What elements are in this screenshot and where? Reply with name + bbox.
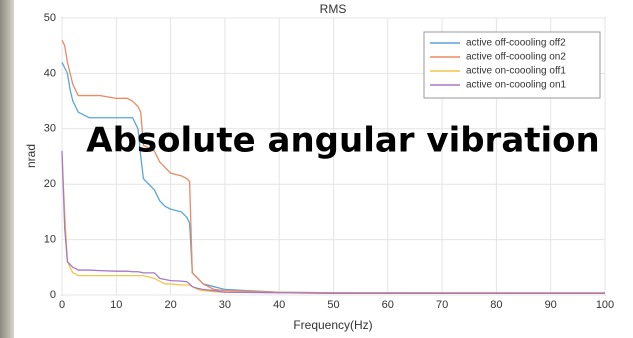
- x-tick-label: 0: [59, 299, 65, 311]
- legend-label: active off-coooling on2: [466, 52, 566, 63]
- annotation: Absolute angular vibration: [86, 121, 600, 161]
- x-tick-label: 100: [596, 299, 614, 311]
- x-tick-label: 50: [327, 299, 339, 311]
- x-tick-label: 40: [273, 299, 285, 311]
- x-tick-label: 60: [382, 299, 394, 311]
- legend: active off-coooling off2 active off-coool…: [423, 31, 601, 99]
- x-tick-label: 30: [219, 299, 231, 311]
- x-tick-label: 90: [545, 299, 557, 311]
- x-axis-label: Frequency(Hz): [293, 318, 372, 332]
- x-tick-label: 80: [490, 299, 502, 311]
- y-tick-label: 40: [44, 67, 56, 79]
- y-axis-label: nrad: [24, 144, 38, 168]
- legend-label: active on-coooling on1: [466, 80, 567, 91]
- y-tick-label: 0: [50, 289, 56, 301]
- photo-strip: [0, 0, 14, 338]
- x-tick-label: 20: [164, 299, 176, 311]
- series-line: [61, 150, 605, 294]
- legend-label: active on-coooling off1: [466, 66, 566, 77]
- y-tick-label: 10: [44, 234, 56, 246]
- x-tick-label: 10: [110, 299, 122, 311]
- x-tick-label: 70: [436, 299, 448, 311]
- lines: [61, 39, 606, 294]
- legend-label: active off-coooling off2: [466, 38, 566, 49]
- y-tick-label: 30: [44, 123, 56, 135]
- series-line: [61, 156, 605, 294]
- chart-title: RMS: [320, 2, 347, 16]
- y-tick-label: 50: [44, 12, 56, 24]
- y-tick-label: 20: [44, 178, 56, 190]
- series-line: [61, 39, 605, 294]
